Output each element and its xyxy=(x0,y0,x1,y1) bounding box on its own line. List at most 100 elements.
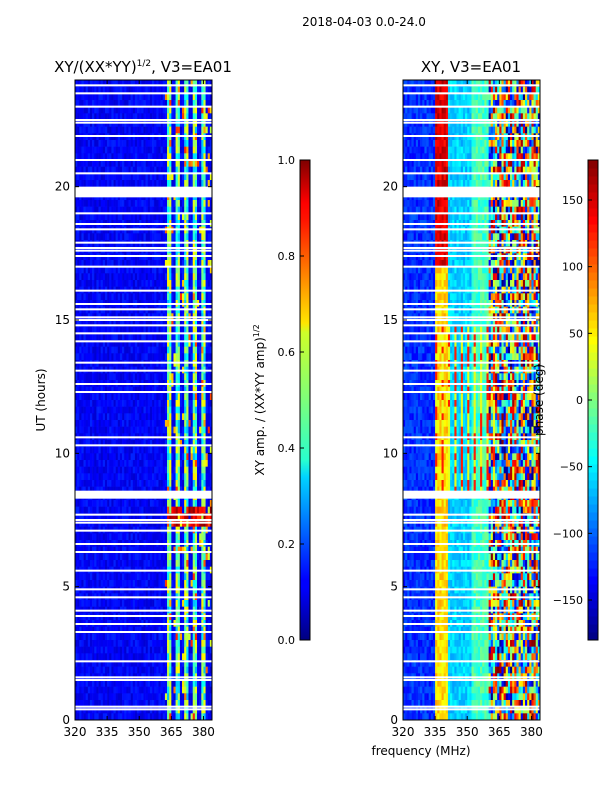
heatmap-cell xyxy=(109,453,112,461)
heatmap-cell xyxy=(124,320,127,327)
heatmap-cell xyxy=(79,333,82,341)
heatmap-cell xyxy=(209,553,212,561)
heatmap-cell xyxy=(124,506,127,514)
heatmap-cell xyxy=(81,200,84,207)
heatmap-cell xyxy=(167,200,170,207)
heatmap-cell xyxy=(143,180,146,187)
heatmap-cell xyxy=(122,333,125,341)
heatmap-cell xyxy=(89,473,93,481)
heatmap-cell xyxy=(192,440,196,447)
heatmap-cell xyxy=(109,293,112,301)
heatmap-cell xyxy=(177,113,181,121)
heatmap-cell xyxy=(182,80,185,87)
heatmap-cell xyxy=(197,106,200,114)
heatmap-cell xyxy=(77,206,80,214)
heatmap-cell xyxy=(179,113,183,121)
heatmap-cell xyxy=(194,93,198,101)
heatmap-cell xyxy=(164,326,168,334)
heatmap-cell xyxy=(126,546,129,554)
heatmap-cell xyxy=(143,353,146,361)
heatmap-cell xyxy=(77,166,80,174)
heatmap-cell xyxy=(201,533,204,541)
heatmap-cell xyxy=(158,580,161,587)
heatmap-cell xyxy=(182,106,185,114)
heatmap-cell xyxy=(132,100,136,107)
heatmap-cell xyxy=(92,113,95,121)
heatmap-cell xyxy=(197,233,200,241)
heatmap-cell xyxy=(147,166,151,174)
heatmap-cell xyxy=(87,486,91,494)
heatmap-cell xyxy=(162,160,166,167)
heatmap-cell xyxy=(111,326,114,334)
heatmap-cell xyxy=(145,233,149,241)
heatmap-cell xyxy=(201,386,204,394)
heatmap-cell xyxy=(119,413,123,421)
heatmap-cell xyxy=(190,173,194,181)
heatmap-cell xyxy=(149,353,153,361)
heatmap-cell xyxy=(89,420,93,427)
heatmap-cell xyxy=(124,213,127,221)
heatmap-cell xyxy=(75,173,78,181)
heatmap-cell xyxy=(75,233,78,241)
heatmap-cell xyxy=(96,373,99,381)
heatmap-cell xyxy=(190,206,194,214)
heatmap-cell xyxy=(79,260,82,267)
heatmap-cell xyxy=(117,113,121,121)
heatmap-cell xyxy=(134,173,138,181)
heatmap-cell xyxy=(149,293,153,301)
heatmap-cell xyxy=(134,406,138,414)
heatmap-cell xyxy=(158,166,161,174)
heatmap-cell xyxy=(203,406,206,414)
heatmap-cell xyxy=(132,386,136,394)
heatmap-cell xyxy=(147,153,151,161)
heatmap-cell xyxy=(160,420,164,427)
heatmap-cell xyxy=(113,200,116,207)
heatmap-cell xyxy=(154,580,157,587)
heatmap-cell xyxy=(182,140,185,147)
heatmap-cell xyxy=(207,346,211,354)
heatmap-cell xyxy=(113,106,116,114)
heatmap-cell xyxy=(190,420,194,427)
heatmap-cell xyxy=(79,393,82,401)
heatmap-cell xyxy=(158,266,161,274)
heatmap-cell xyxy=(137,546,140,554)
heatmap-cell xyxy=(184,113,187,121)
heatmap-cell xyxy=(115,340,119,347)
heatmap-cell xyxy=(128,420,131,427)
heatmap-cell xyxy=(186,93,189,101)
heatmap-cell xyxy=(128,180,131,187)
heatmap-cell xyxy=(132,500,136,507)
heatmap-cell xyxy=(139,293,142,301)
heatmap-cell xyxy=(154,266,157,274)
heatmap-cell xyxy=(205,500,209,507)
heatmap-cell xyxy=(100,173,104,181)
heatmap-cell xyxy=(143,373,146,381)
heatmap-cell xyxy=(139,273,142,281)
heatmap-cell xyxy=(77,580,80,587)
heatmap-cell xyxy=(115,293,119,301)
heatmap-cell xyxy=(109,553,112,561)
heatmap-cell xyxy=(85,446,89,454)
heatmap-cell xyxy=(147,213,151,221)
heatmap-cell xyxy=(111,480,114,487)
heatmap-cell xyxy=(156,346,159,354)
heatmap-cell xyxy=(149,426,153,434)
heatmap-cell xyxy=(124,280,127,287)
heatmap-cell xyxy=(184,506,187,514)
heatmap-cell xyxy=(162,106,166,114)
heatmap-cell xyxy=(139,553,142,561)
heatmap-cell xyxy=(205,280,209,287)
heatmap-cell xyxy=(175,466,179,474)
heatmap-cell xyxy=(141,500,144,507)
heatmap-cell xyxy=(152,100,155,107)
heatmap-cell xyxy=(164,160,168,167)
heatmap-cell xyxy=(203,86,206,94)
heatmap-cell xyxy=(98,573,101,581)
heatmap-cell xyxy=(147,506,151,514)
heatmap-cell xyxy=(92,553,95,561)
heatmap-cell xyxy=(167,573,170,581)
heatmap-cell xyxy=(182,560,185,567)
heatmap-cell xyxy=(77,426,80,434)
heatmap-cell xyxy=(109,580,112,587)
heatmap-cell xyxy=(81,346,84,354)
